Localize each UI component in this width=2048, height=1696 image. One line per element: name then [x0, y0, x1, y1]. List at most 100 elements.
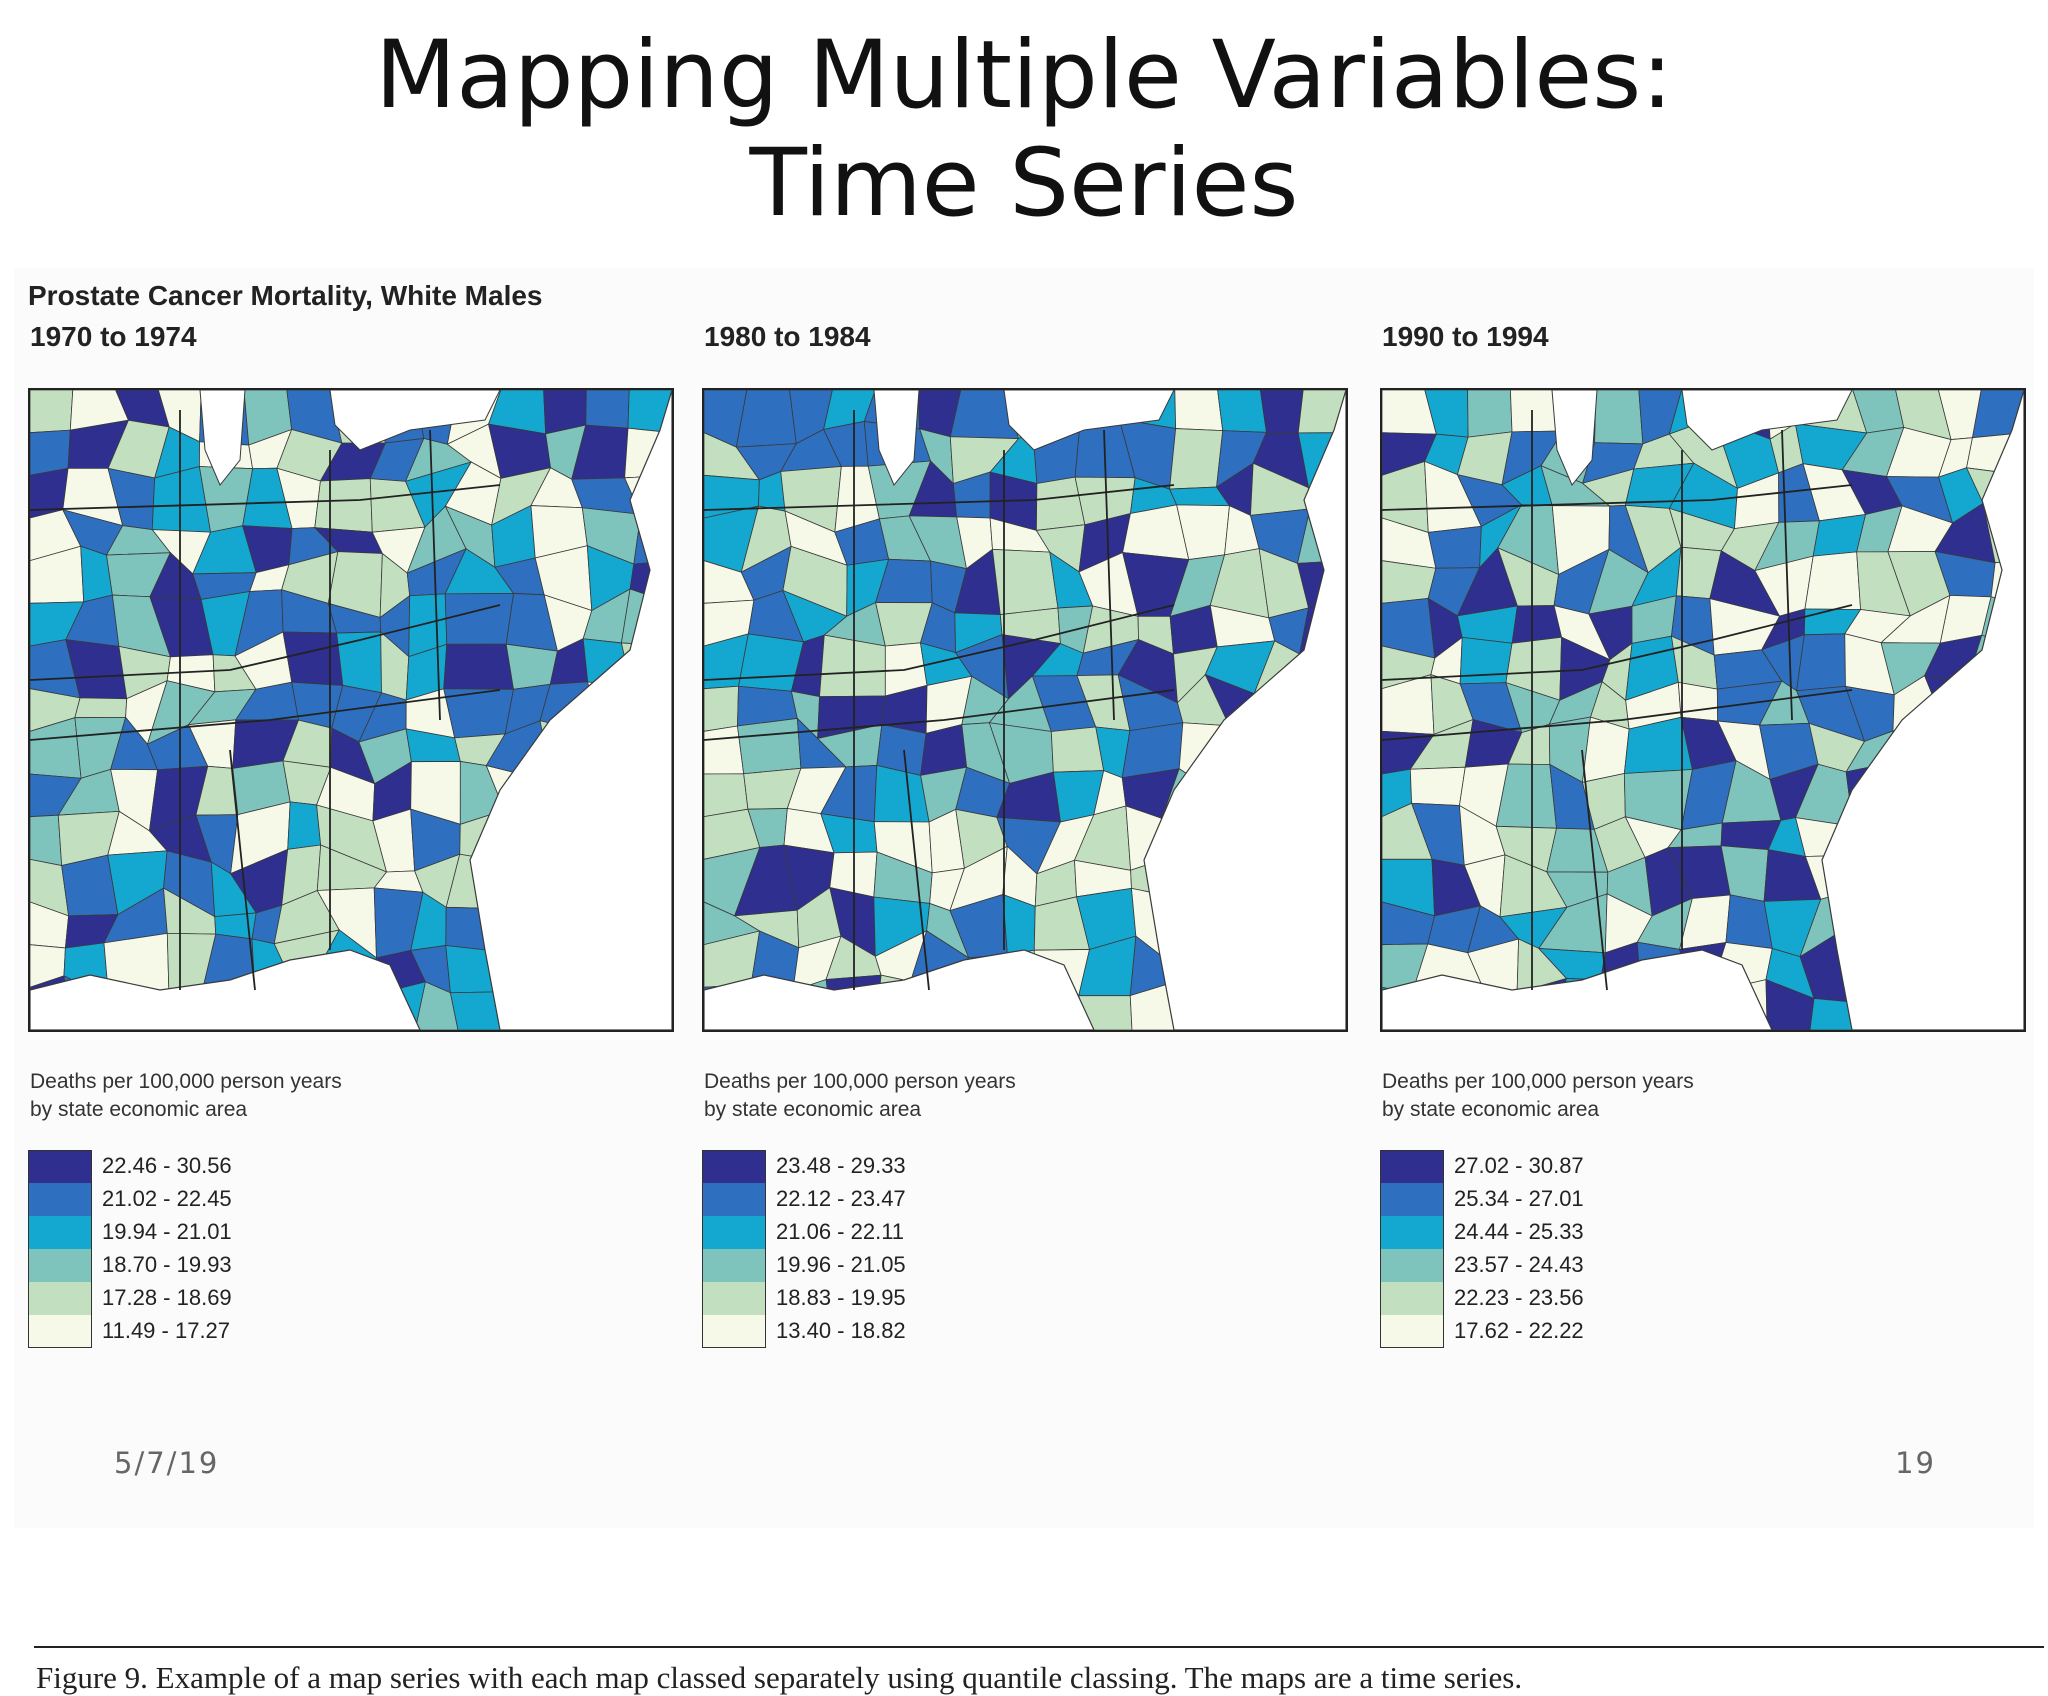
- legend-swatch: [702, 1183, 766, 1216]
- legend-swatch: [1380, 1282, 1444, 1315]
- gulf-of-mexico: [1382, 949, 1773, 1030]
- legend-range: 22.12 - 23.47: [776, 1186, 906, 1211]
- economic-area-region: [704, 685, 739, 732]
- economic-area-region: [1174, 390, 1224, 432]
- choropleth-map: [28, 388, 674, 1032]
- map-drawing: [1382, 390, 2024, 1030]
- state-border: [1581, 749, 1608, 991]
- legend-range: 22.46 - 30.56: [102, 1153, 232, 1178]
- state-border: [704, 604, 1175, 681]
- economic-area-region: [314, 478, 373, 533]
- legend-swatch: [28, 1216, 92, 1249]
- economic-area-region: [1467, 390, 1513, 438]
- economic-area-region: [443, 643, 514, 690]
- state-border: [30, 604, 501, 681]
- slide-page-number: 19: [1895, 1446, 1936, 1480]
- economic-area-region: [819, 634, 886, 698]
- caption-divider: [34, 1646, 2044, 1648]
- economic-area-region: [1511, 605, 1563, 644]
- choropleth-map: [702, 388, 1348, 1032]
- state-border: [1103, 429, 1115, 721]
- map-panel-1980: 1980 to 1984 Deaths per 100,000 person y…: [702, 268, 1362, 1368]
- slide-title-line1: Mapping Multiple Variables:: [375, 21, 1673, 130]
- units-line: by state economic area: [704, 1098, 922, 1121]
- map-figure: Prostate Cancer Mortality, White Males 1…: [14, 268, 2044, 1695]
- economic-area-region: [505, 643, 558, 690]
- state-border: [30, 689, 501, 741]
- economic-area-region: [1765, 979, 1815, 1030]
- economic-area-region: [30, 390, 74, 434]
- legend-swatch: [1380, 1183, 1444, 1216]
- state-border: [429, 429, 441, 721]
- lake-michigan: [873, 390, 920, 486]
- economic-area-region: [1796, 633, 1846, 692]
- legend-range: 17.62 - 22.22: [1454, 1318, 1584, 1343]
- economic-area-region: [1409, 766, 1466, 806]
- legend-swatch: [702, 1315, 766, 1348]
- units-line: by state economic area: [1382, 1098, 1600, 1121]
- economic-area-region: [627, 390, 672, 434]
- legend-range: 19.96 - 21.05: [776, 1252, 906, 1277]
- legend-range: 23.48 - 29.33: [776, 1153, 906, 1178]
- economic-area-region: [737, 717, 802, 775]
- economic-area-region: [1169, 428, 1224, 490]
- economic-area-region: [1677, 681, 1719, 722]
- economic-area-region: [1459, 636, 1513, 685]
- economic-area-region: [1297, 390, 1346, 434]
- legend-range: 24.44 - 25.33: [1454, 1219, 1584, 1244]
- legend-range: 23.57 - 24.43: [1454, 1252, 1584, 1277]
- economic-area-region: [287, 801, 322, 850]
- economic-area-region: [449, 991, 506, 1030]
- legend-range: 19.94 - 21.01: [102, 1219, 232, 1244]
- gulf-of-mexico: [30, 949, 421, 1030]
- slide-title-line2: Time Series: [749, 129, 1299, 238]
- atlantic-ocean: [1821, 390, 2024, 1030]
- economic-area-region: [30, 429, 71, 476]
- economic-area-region: [1217, 390, 1267, 433]
- legend-range: 18.83 - 19.95: [776, 1285, 906, 1310]
- legend-swatch: [1380, 1315, 1444, 1348]
- gulf-of-mexico: [704, 949, 1095, 1030]
- panel-period-label: 1980 to 1984: [704, 321, 871, 352]
- units-note: Deaths per 100,000 person years by state…: [30, 1068, 342, 1124]
- economic-area-region: [444, 593, 515, 645]
- state-border: [1382, 604, 1853, 681]
- panel-period-label: 1990 to 1994: [1382, 321, 1549, 352]
- legend-range: 21.06 - 22.11: [776, 1219, 905, 1244]
- state-border: [1781, 429, 1793, 721]
- legend-swatch: [702, 1249, 766, 1282]
- legend-range: 22.23 - 23.56: [1454, 1285, 1584, 1310]
- economic-area-region: [992, 548, 1059, 615]
- economic-area-region: [1382, 560, 1437, 604]
- legend-range: 17.28 - 18.69: [102, 1285, 232, 1310]
- legend-swatch: [702, 1150, 766, 1183]
- legend-swatch: [1380, 1150, 1444, 1183]
- state-border: [903, 749, 930, 991]
- state-border: [229, 749, 256, 991]
- economic-area-region: [735, 390, 797, 448]
- economic-area-region: [282, 631, 344, 686]
- state-border: [30, 484, 501, 511]
- choropleth-map: [1380, 388, 2026, 1032]
- economic-area-region: [1050, 726, 1105, 773]
- units-note: Deaths per 100,000 person years by state…: [704, 1068, 1016, 1124]
- map-drawing: [704, 390, 1346, 1030]
- legend-swatch: [28, 1315, 92, 1348]
- units-note: Deaths per 100,000 person years by state…: [1382, 1068, 1694, 1124]
- units-line: by state economic area: [30, 1098, 248, 1121]
- legend-swatch: [28, 1282, 92, 1315]
- state-border: [1382, 484, 1853, 511]
- units-line: Deaths per 100,000 person years: [30, 1070, 342, 1093]
- legend-swatch: [28, 1150, 92, 1183]
- economic-area-region: [414, 981, 459, 1030]
- atlantic-ocean: [469, 390, 672, 1030]
- slide-date: 5/7/19: [114, 1446, 220, 1480]
- units-line: Deaths per 100,000 person years: [704, 1070, 1016, 1093]
- legend-swatch: [702, 1216, 766, 1249]
- economic-area-region: [1129, 981, 1176, 1030]
- legend-range: 25.34 - 27.01: [1454, 1186, 1584, 1211]
- legend-swatch: [1380, 1249, 1444, 1282]
- state-border: [704, 689, 1175, 741]
- legend-swatch: [28, 1249, 92, 1282]
- state-border: [704, 484, 1175, 511]
